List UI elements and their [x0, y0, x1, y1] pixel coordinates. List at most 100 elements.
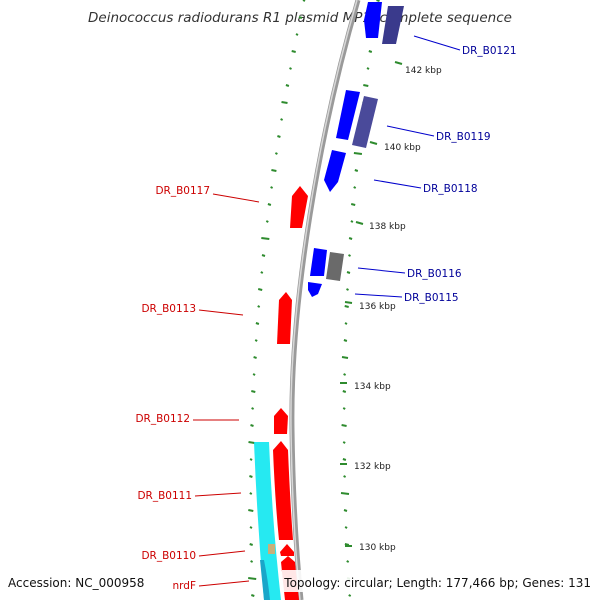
- gc-dot: [350, 220, 354, 223]
- gc-dot: [344, 322, 348, 325]
- gene-mark-dr-b0116-alt[interactable]: [326, 252, 344, 281]
- gc-dot: [342, 390, 347, 393]
- scale-ticks: 142 kbp 140 kbp 138 kbp 136 kbp 134 kbp …: [340, 61, 442, 553]
- gc-dot: [368, 50, 373, 53]
- gene-label-dr-b0112[interactable]: DR_B0112: [135, 413, 190, 425]
- forward-genes: [308, 2, 404, 297]
- gc-dot: [285, 84, 290, 87]
- gc-dot: [260, 271, 264, 274]
- gc-dot: [363, 84, 369, 87]
- gene-label-dr-b0116[interactable]: DR_B0116: [407, 268, 462, 280]
- gene-label-dr-b0121[interactable]: DR_B0121: [462, 45, 517, 57]
- leader-line: [354, 293, 403, 298]
- leader-line: [198, 309, 244, 316]
- gc-dot: [270, 186, 274, 189]
- leader-line: [212, 193, 260, 203]
- scale-tick-mark: [355, 221, 364, 225]
- gc-dot: [346, 288, 349, 291]
- gene-mark-dr-b0110[interactable]: [280, 544, 294, 556]
- gc-dot: [289, 67, 292, 70]
- leader-line: [357, 267, 406, 274]
- gc-dot: [353, 152, 363, 155]
- gc-dot: [354, 169, 359, 172]
- gc-dot: [348, 237, 353, 240]
- gene-label-dr-b0117[interactable]: DR_B0117: [155, 185, 210, 197]
- gene-label-dr-b0113[interactable]: DR_B0113: [141, 303, 196, 315]
- scale-tick-138: 138 kbp: [369, 222, 406, 232]
- gene-mark-dr-b0116[interactable]: [310, 248, 327, 276]
- gene-mark-dr-b0111[interactable]: [273, 441, 293, 540]
- highlight-band-edge: [260, 560, 270, 600]
- gc-dot: [248, 577, 257, 580]
- gc-dot: [267, 203, 272, 206]
- gc-dot: [251, 407, 255, 410]
- gc-dot: [250, 594, 255, 597]
- gc-dot: [343, 475, 347, 478]
- gene-label-dr-b0118[interactable]: DR_B0118: [423, 183, 478, 195]
- gc-dot: [265, 220, 269, 223]
- summary-label: Topology: circular; Length: 177,466 bp; …: [283, 576, 591, 590]
- gene-mark-dr-b0119[interactable]: [336, 90, 360, 140]
- reverse-genes: [268, 186, 308, 600]
- gc-dot: [340, 492, 350, 495]
- gc-dot: [248, 509, 254, 512]
- gc-dot: [281, 101, 288, 104]
- leader-line: [198, 550, 246, 557]
- gc-dot: [343, 373, 347, 376]
- gc-dot: [343, 509, 348, 512]
- gene-label-dr-b0111[interactable]: DR_B0111: [137, 490, 192, 502]
- gc-dot: [249, 526, 253, 529]
- gene-mark-dr-b0112[interactable]: [274, 408, 288, 434]
- gc-dot: [346, 271, 351, 274]
- gc-dot: [257, 305, 261, 308]
- gc-dot: [344, 305, 349, 308]
- scale-tick-mark: [394, 61, 403, 65]
- gene-label-dr-b0119[interactable]: DR_B0119: [436, 131, 491, 143]
- gc-dot: [250, 560, 254, 563]
- gc-dot: [348, 254, 351, 257]
- gc-dot: [350, 203, 356, 206]
- gene-mark-dr-b0115[interactable]: [308, 282, 322, 297]
- gc-dot: [249, 492, 253, 495]
- gc-dot: [261, 254, 266, 257]
- gene-label-dr-b0115[interactable]: DR_B0115: [404, 292, 459, 304]
- gc-dot: [274, 152, 278, 155]
- scale-tick-136: 136 kbp: [359, 302, 396, 312]
- gc-dot: [353, 186, 357, 189]
- scale-tick-mark: [344, 301, 353, 304]
- gene-mark-dr-b0113[interactable]: [277, 292, 292, 344]
- gene-label-dr-b0110[interactable]: DR_B0110: [141, 550, 196, 562]
- gc-dot: [254, 339, 258, 342]
- gc-dot: [291, 50, 296, 53]
- gene-label-nrdf[interactable]: nrdF: [173, 580, 197, 592]
- gc-dot: [261, 237, 270, 240]
- gc-dot: [341, 424, 347, 427]
- gene-mark-dr-b0117[interactable]: [290, 186, 308, 228]
- gene-mark-dr-b0121-alt[interactable]: [382, 6, 404, 44]
- gc-dot: [343, 339, 348, 342]
- gc-dot: [302, 0, 306, 2]
- scale-tick-130: 130 kbp: [359, 543, 396, 553]
- gc-dot: [249, 543, 254, 546]
- gc-dot: [255, 322, 260, 325]
- gc-dot: [251, 390, 256, 393]
- gc-dot: [249, 458, 253, 461]
- gc-dot: [257, 288, 263, 291]
- gc-dot: [342, 407, 346, 410]
- highlight-band: [254, 442, 281, 600]
- gc-dot: [248, 441, 255, 444]
- gc-dot: [342, 441, 346, 444]
- gene-mark-dr-b0118[interactable]: [324, 150, 346, 192]
- gc-dot: [348, 594, 352, 597]
- gene-mark-dr-b0119-alt[interactable]: [352, 96, 378, 148]
- gc-dot: [280, 118, 284, 121]
- gc-dot: [295, 33, 299, 36]
- gene-mark-dr-b0121[interactable]: [364, 2, 382, 38]
- leader-line: [198, 580, 250, 587]
- gc-dot: [252, 373, 256, 376]
- gc-dot: [253, 356, 257, 359]
- gc-dot: [271, 169, 277, 172]
- leader-line: [373, 179, 422, 189]
- gc-dot: [277, 135, 281, 138]
- gc-dot: [344, 526, 348, 529]
